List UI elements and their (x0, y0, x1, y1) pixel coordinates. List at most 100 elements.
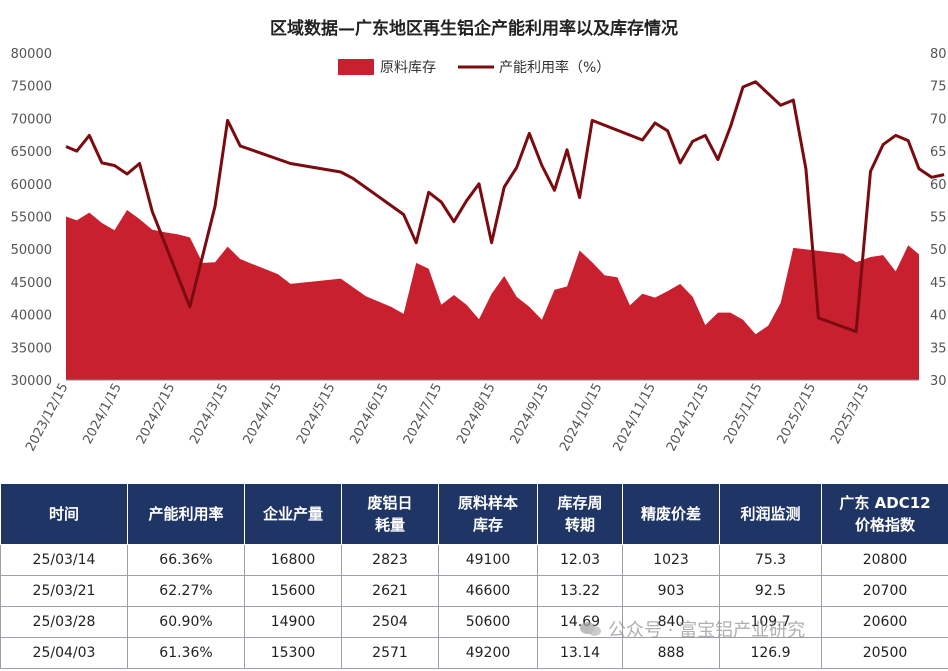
y-right-tick-label: 80 (930, 47, 947, 62)
table-body: 25/03/14 66.36% 16800 2823 49100 12.03 1023 75.… (0, 544, 948, 669)
table-cell: 25/03/14 (0, 544, 128, 576)
table-cell: 49100 (438, 544, 538, 576)
table-cell: 13.22 (537, 575, 623, 607)
table-header-text: 精废价差 (640, 505, 701, 523)
table-cell: 50600 (438, 606, 538, 638)
x-tick-label: 2024/11/15 (611, 381, 659, 454)
y-left-tick-label: 45000 (11, 276, 52, 291)
y-left-tick-label: 80000 (11, 47, 52, 62)
legend-label-utilization: 产能利用率（%） (499, 59, 610, 76)
table-cell: 126.9 (719, 637, 822, 669)
y-right-tick-label: 30 (930, 374, 947, 389)
y-left-tick-label: 55000 (11, 211, 52, 226)
y-left-tick-label: 70000 (11, 112, 52, 127)
table-cell: 12.03 (537, 544, 623, 576)
x-tick-label: 2024/5/15 (294, 381, 339, 447)
y-left-tick-label: 75000 (11, 80, 52, 95)
table-cell: 75.3 (719, 544, 822, 576)
table-cell: 15600 (244, 575, 342, 607)
x-tick-label: 2025/3/15 (828, 381, 873, 447)
series-line-utilization (65, 80, 945, 334)
x-tick-label: 2024/4/15 (241, 381, 286, 447)
legend-label-inventory: 原料库存 (380, 60, 436, 76)
table-cell: 20800 (821, 544, 948, 576)
chart-title: 区域数据—广东地区再生铝企产能利用率以及库存情况 (270, 18, 678, 39)
table-cell: 20600 (821, 606, 948, 638)
x-tick-label: 2024/8/15 (454, 381, 499, 447)
table-cell: 49200 (438, 637, 538, 669)
table-row: 25/04/03 61.36% 15300 2571 49200 13.14 888 126.… (0, 637, 948, 669)
table-header-cell: 时间 (0, 483, 128, 545)
table-header-cell: 广东 ADC12 价格指数 (821, 483, 948, 545)
table-cell: 20700 (821, 575, 948, 607)
series-area-inventory (66, 210, 919, 380)
table-header-cell: 企业产量 (244, 483, 342, 545)
table-cell: 2823 (341, 544, 439, 576)
table-cell: 60.90% (127, 606, 245, 638)
y-left-tick-label: 60000 (11, 178, 52, 193)
table-header-text: 企业产量 (262, 505, 323, 523)
table-header-text: 广东 ADC12 (839, 494, 931, 512)
table-cell: 16800 (244, 544, 342, 576)
table-header-cell: 利润监测 (719, 483, 822, 545)
x-axis: 2023/12/15 2024/1/15 2024/2/15 2024/3/15 202… (23, 381, 872, 454)
table-header-text: 产能利用率 (148, 505, 224, 523)
table-cell: 92.5 (719, 575, 822, 607)
table-header-text: 库存周 (557, 494, 603, 512)
y-left-tick-label: 35000 (11, 341, 52, 356)
table-header-text: 利润监测 (740, 505, 801, 523)
table-cell: 25/03/21 (0, 575, 128, 607)
x-tick-label: 2025/1/15 (721, 381, 766, 447)
x-tick-label: 2024/1/15 (80, 381, 125, 447)
y-axis-right: 30 35 40 45 50 55 60 65 70 75 80 (930, 47, 947, 389)
table-header-text: 价格指数 (854, 516, 915, 534)
x-tick-label: 2024/2/15 (134, 381, 179, 447)
x-tick-label: 2024/3/15 (187, 381, 232, 447)
table-cell: 2571 (341, 637, 439, 669)
x-tick-label: 2023/12/15 (23, 381, 71, 454)
table-header-cell: 库存周 转期 (537, 483, 623, 545)
y-left-tick-label: 65000 (11, 145, 52, 160)
table-cell: 25/03/28 (0, 606, 128, 638)
table-header-text: 原料样本 (457, 494, 518, 512)
table-cell: 66.36% (127, 544, 245, 576)
plot-area (65, 80, 945, 381)
table-header-text: 时间 (48, 505, 79, 523)
y-right-tick-label: 40 (930, 309, 947, 324)
table-header-cell: 废铝日 耗量 (341, 483, 439, 545)
table-cell: 46600 (438, 575, 538, 607)
table-cell: 14900 (244, 606, 342, 638)
y-right-tick-label: 50 (930, 243, 947, 258)
table-cell: 13.14 (537, 637, 623, 669)
chart: 区域数据—广东地区再生铝企产能利用率以及库存情况 原料库存 产能利用率（%） 3… (11, 18, 947, 454)
y-right-tick-label: 60 (930, 178, 947, 193)
x-tick-label: 2025/2/15 (775, 381, 820, 447)
x-tick-label: 2024/7/15 (401, 381, 446, 447)
x-tick-label: 2024/6/15 (347, 381, 392, 447)
y-right-tick-label: 70 (930, 112, 947, 127)
table-cell: 25/04/03 (0, 637, 128, 669)
y-right-tick-label: 55 (930, 211, 947, 226)
table-cell: 1023 (622, 544, 720, 576)
table-header-cell: 产能利用率 (127, 483, 245, 545)
x-tick-label: 2024/9/15 (508, 381, 553, 447)
table-header-text: 废铝日 (367, 494, 413, 512)
y-right-tick-label: 35 (930, 341, 947, 356)
y-left-tick-label: 30000 (11, 374, 52, 389)
x-tick-label: 2024/12/15 (664, 381, 712, 454)
table-header-text: 库存 (472, 516, 503, 534)
table-cell: 14.69 (537, 606, 623, 638)
table-row: 25/03/28 60.90% 14900 2504 50600 14.69 840 109.… (0, 606, 948, 638)
y-right-tick-label: 45 (930, 276, 947, 291)
legend-swatch-inventory (338, 59, 374, 75)
y-right-tick-label: 65 (930, 145, 947, 160)
y-left-tick-label: 50000 (11, 243, 52, 258)
table-header-text: 转期 (564, 516, 595, 534)
table-row: 25/03/21 62.27% 15600 2621 46600 13.22 903 92.5… (0, 575, 948, 607)
table-row: 25/03/14 66.36% 16800 2823 49100 12.03 1023 75.… (0, 544, 948, 576)
table-header-row: 时间 产能利用率 企业产量 废铝日 耗量 原料样本 库存 库存周 转期 精废价差 利润监测 广东 AD… (0, 483, 948, 545)
table-cell: 109.7 (719, 606, 822, 638)
table-cell: 61.36% (127, 637, 245, 669)
table-cell: 888 (622, 637, 720, 669)
legend: 原料库存 产能利用率（%） (338, 59, 610, 76)
